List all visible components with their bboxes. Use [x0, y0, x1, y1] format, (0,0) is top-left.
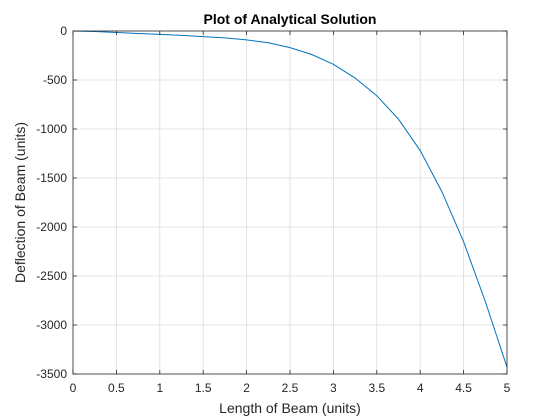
y-tick-label: -3000 — [36, 318, 67, 332]
x-tick-label: 0.5 — [108, 381, 125, 395]
x-tick-label: 2 — [243, 381, 250, 395]
x-tick-label: 0 — [70, 381, 77, 395]
x-tick-label: 2.5 — [282, 381, 299, 395]
x-tick-label: 4.5 — [455, 381, 472, 395]
y-tick-label: -2000 — [36, 220, 67, 234]
x-tick-label: 3 — [330, 381, 337, 395]
chart-title: Plot of Analytical Solution — [204, 11, 377, 27]
series-line — [72, 30, 508, 368]
x-tick-label: 4 — [417, 381, 424, 395]
y-tick-label: -2500 — [36, 269, 67, 283]
tick-labels: 0 0.5 1 1.5 2 2.5 3 3.5 4 4.5 5 0 -500 -1000 -1500 -200… — [36, 24, 510, 395]
y-tick-label: -500 — [43, 73, 67, 87]
y-tick-label: -1000 — [36, 122, 67, 136]
x-axis-label: Length of Beam (units) — [219, 400, 361, 416]
x-tick-label: 5 — [504, 381, 511, 395]
y-tick-label: -1500 — [36, 171, 67, 185]
x-tick-label: 1.5 — [195, 381, 212, 395]
y-tick-label: 0 — [60, 24, 67, 38]
x-tick-label: 1 — [156, 381, 163, 395]
y-axis-label: Deflection of Beam (units) — [12, 122, 28, 283]
ticks — [72, 30, 508, 375]
y-tick-label: -3500 — [36, 367, 67, 381]
x-tick-label: 3.5 — [368, 381, 385, 395]
